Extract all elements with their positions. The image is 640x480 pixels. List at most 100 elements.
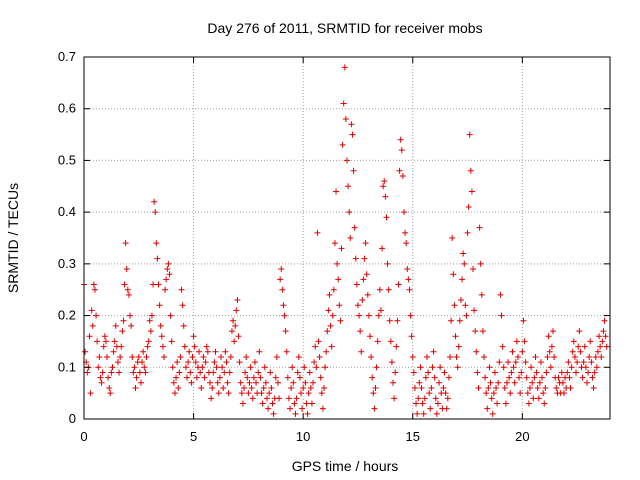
data-point	[301, 364, 308, 371]
data-point	[124, 286, 131, 293]
data-point	[144, 343, 151, 350]
data-point	[544, 353, 551, 360]
data-point	[421, 395, 428, 402]
data-point	[295, 353, 302, 360]
data-point	[201, 374, 208, 381]
data-point	[130, 369, 137, 376]
data-point	[403, 240, 410, 247]
data-point	[420, 410, 427, 417]
data-point	[88, 307, 95, 314]
data-point	[117, 353, 124, 360]
data-point	[238, 390, 245, 397]
data-point	[148, 312, 155, 319]
data-point	[287, 405, 294, 412]
data-point	[507, 390, 514, 397]
data-point	[290, 379, 297, 386]
data-point	[516, 374, 523, 381]
data-point	[376, 286, 383, 293]
data-point	[300, 384, 307, 391]
data-point	[341, 64, 348, 71]
data-point	[209, 384, 216, 391]
data-point	[586, 353, 593, 360]
data-point	[237, 379, 244, 386]
data-point	[324, 328, 331, 335]
data-point	[432, 395, 439, 402]
data-point	[391, 395, 398, 402]
data-point	[84, 369, 91, 376]
data-point	[484, 405, 491, 412]
data-point	[141, 364, 148, 371]
data-point	[253, 379, 260, 386]
data-point	[212, 348, 219, 355]
data-point	[388, 359, 395, 366]
data-point	[370, 390, 377, 397]
data-point	[362, 240, 369, 247]
data-point	[585, 369, 592, 376]
data-point	[270, 410, 277, 417]
data-point	[493, 384, 500, 391]
data-point	[464, 229, 471, 236]
data-point	[154, 255, 161, 262]
data-point	[422, 374, 429, 381]
data-point	[457, 297, 464, 304]
data-point	[530, 395, 537, 402]
data-point	[440, 384, 447, 391]
x-tick-label: 5	[190, 429, 197, 444]
data-point	[121, 281, 128, 288]
data-point	[87, 390, 94, 397]
data-point	[125, 291, 132, 298]
y-tick-label: 0.4	[58, 204, 76, 219]
data-point	[371, 405, 378, 412]
data-point	[165, 260, 172, 267]
data-point	[591, 369, 598, 376]
data-point	[293, 395, 300, 402]
data-point	[239, 400, 246, 407]
data-point	[150, 281, 157, 288]
data-point	[256, 348, 263, 355]
data-point	[167, 312, 174, 319]
data-point	[173, 374, 180, 381]
data-point	[437, 364, 444, 371]
data-point	[573, 369, 580, 376]
data-point	[427, 405, 434, 412]
data-point	[96, 353, 103, 360]
data-point	[278, 266, 285, 273]
data-point	[142, 369, 149, 376]
data-point	[330, 286, 337, 293]
data-point	[358, 348, 365, 355]
data-point	[594, 348, 601, 355]
data-point	[244, 374, 251, 381]
data-point	[418, 384, 425, 391]
data-point	[531, 374, 538, 381]
data-point	[152, 209, 159, 216]
data-point	[533, 369, 540, 376]
data-point	[136, 369, 143, 376]
data-point	[248, 384, 255, 391]
data-point	[108, 369, 115, 376]
data-points	[81, 64, 610, 417]
data-point	[524, 390, 531, 397]
data-point	[460, 250, 467, 257]
data-point	[208, 395, 215, 402]
data-point	[560, 390, 567, 397]
data-point	[249, 395, 256, 402]
data-point	[407, 312, 414, 319]
data-point	[511, 379, 518, 386]
data-point	[223, 359, 230, 366]
y-axis-label: SRMTID / TECUs	[5, 183, 21, 293]
data-point	[94, 338, 101, 345]
data-point	[375, 312, 382, 319]
data-point	[116, 369, 123, 376]
data-point	[416, 379, 423, 386]
data-point	[178, 286, 185, 293]
data-point	[303, 400, 310, 407]
data-point	[534, 384, 541, 391]
data-point	[349, 131, 356, 138]
data-point	[207, 379, 214, 386]
data-point	[274, 379, 281, 386]
data-point	[305, 390, 312, 397]
data-point	[147, 328, 154, 335]
data-point	[180, 322, 187, 329]
data-point	[247, 364, 254, 371]
data-point	[269, 400, 276, 407]
